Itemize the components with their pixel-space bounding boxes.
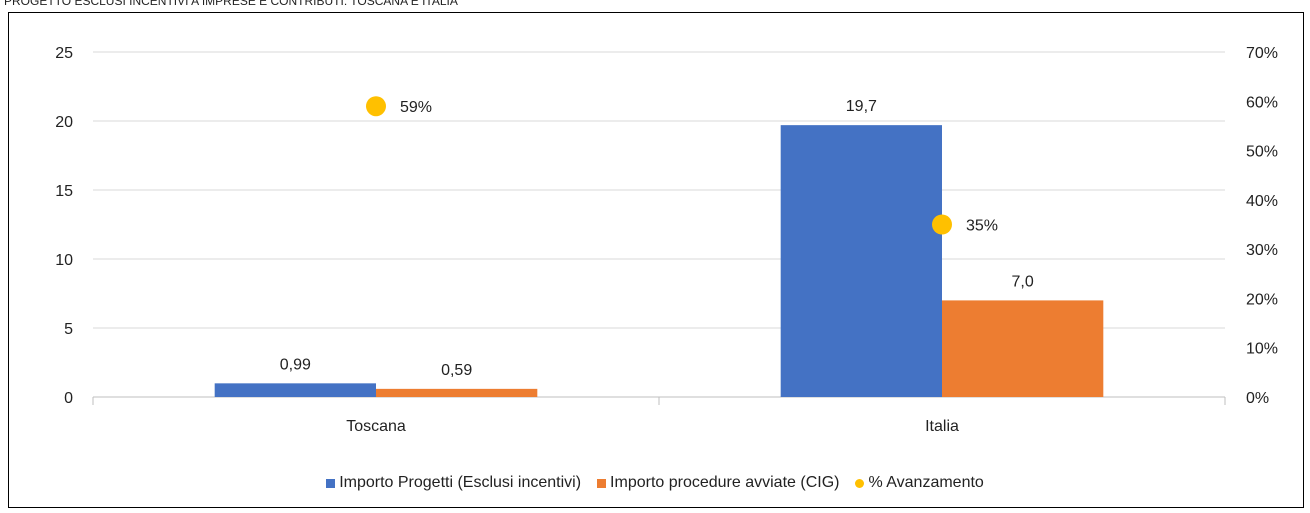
legend-item-avanzamento: % Avanzamento [855,474,984,492]
y-right-tick-label: 50% [1246,144,1278,161]
bar-importo-procedure-toscana [376,388,538,397]
y-right-tick-label: 60% [1246,94,1278,111]
y-left-tick-label: 10 [55,252,73,269]
chart-frame [8,12,1304,508]
legend-label-importo-procedure: Importo procedure avviate (CIG) [610,474,840,491]
y-left-tick-label: 5 [64,321,73,338]
bar-importo-progetti-toscana [214,383,376,397]
y-right-tick-label: 30% [1246,242,1278,259]
bars-group [214,125,1104,397]
y-right-tick-label: 0% [1246,390,1269,407]
legend-label-importo-progetti: Importo Progetti (Esclusi incentivi) [339,474,582,491]
point-data-label: 35% [966,218,998,235]
legend-swatch-avanzamento [855,478,865,488]
y-right-tick-label: 70% [1246,45,1278,62]
y-right-tick-label: 40% [1246,193,1278,210]
y-right-tick-label: 10% [1246,341,1278,358]
bar-data-label: 19,7 [846,98,877,115]
points-group [366,96,952,235]
y-left-tick-label: 25 [55,45,73,62]
point-avanzamento-italia [932,214,952,235]
legend-swatch-importo-progetti [326,478,336,488]
y-left-tick-label: 0 [64,390,73,407]
bar-importo-progetti-italia [780,125,942,397]
y-left-tick-label: 20 [55,114,73,131]
bar-data-label: 7,0 [1012,273,1034,290]
point-avanzamento-toscana [366,96,386,117]
chart-caption: PROGETTO ESCLUSI INCENTIVI A IMPRESE E C… [4,0,458,8]
data-labels-group: 0,99 0,59 19,7 7,0 59% 35% [280,98,1034,379]
bar-data-label: 0,99 [280,356,311,373]
y-right-tick-label: 20% [1246,291,1278,308]
tick-labels-group: 0 5 10 15 20 25 0% 10% 20% 30% 40% 50% 60% 70% Toscana… [55,45,1278,435]
bar-importo-procedure-italia [942,300,1104,397]
legend-item-importo-procedure: Importo procedure avviate (CIG) [597,474,839,492]
y-left-tick-label: 15 [55,183,73,200]
bar-data-label: 0,59 [441,362,472,379]
x-category-label: Italia [925,418,959,435]
legend: Importo Progetti (Esclusi incentivi) Imp… [0,474,1310,492]
legend-label-avanzamento: % Avanzamento [868,474,984,491]
x-category-label: Toscana [346,418,406,435]
legend-swatch-importo-procedure [597,478,607,488]
legend-item-importo-progetti: Importo Progetti (Esclusi incentivi) [326,474,581,492]
point-data-label: 59% [400,99,432,116]
